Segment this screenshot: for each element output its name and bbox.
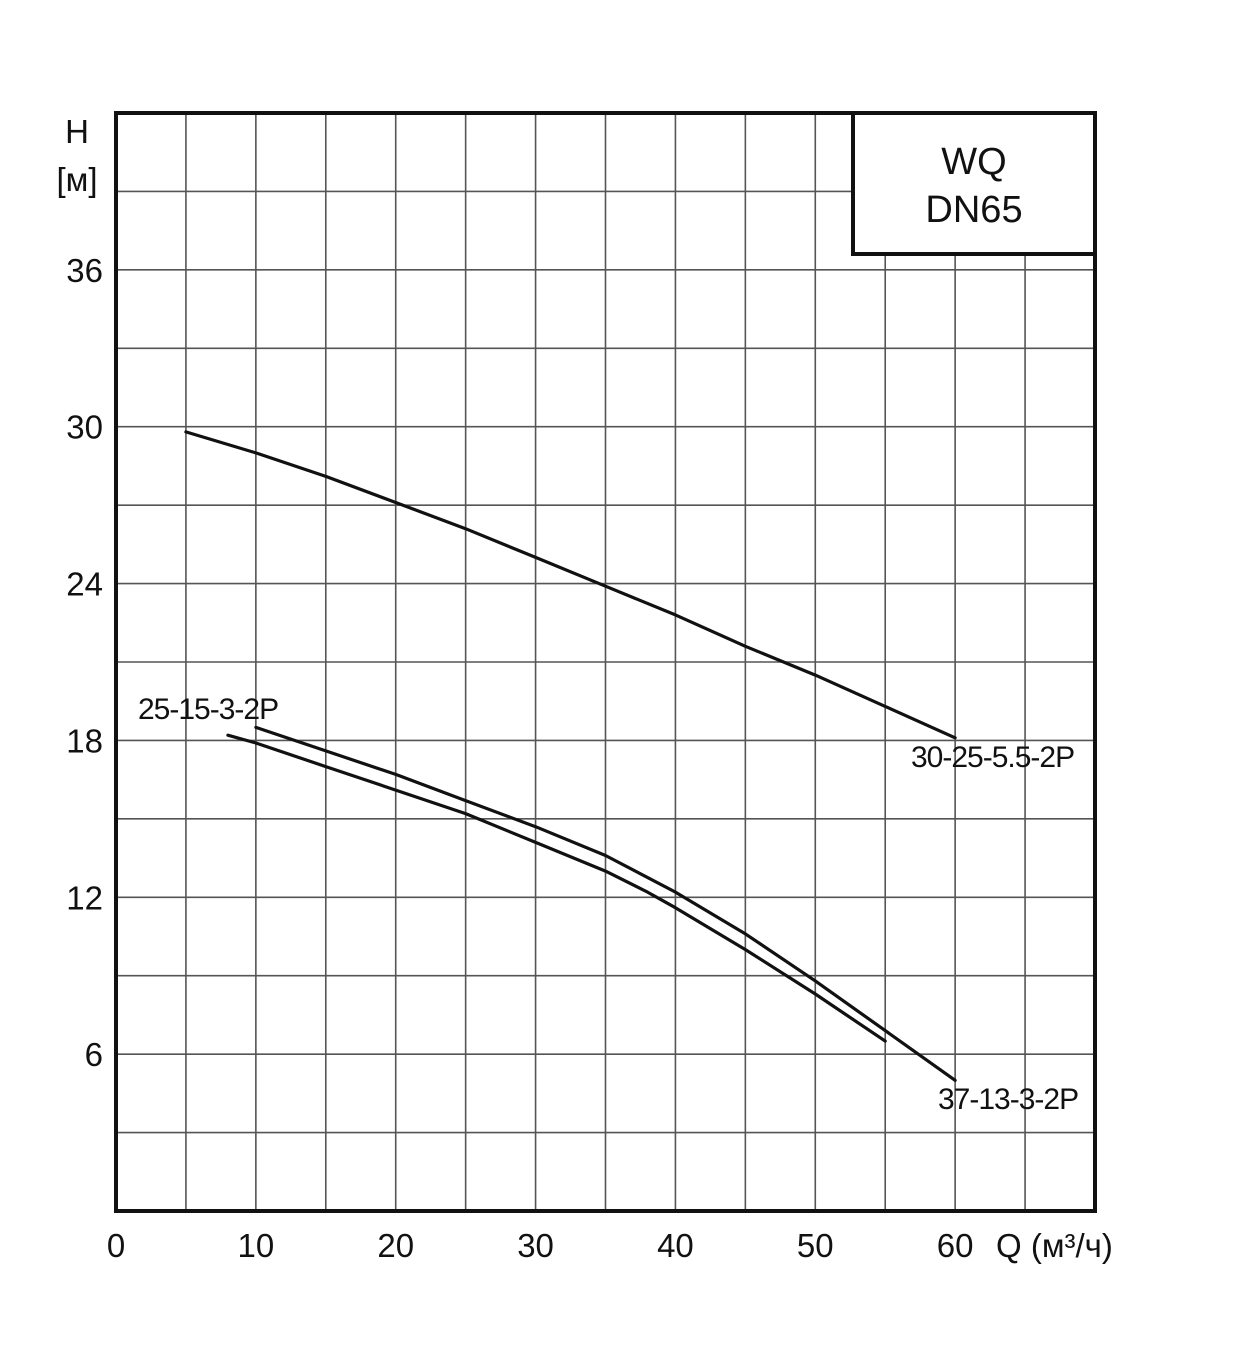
x-tick-label: 0	[107, 1227, 125, 1264]
y-axis-unit: [м]	[56, 161, 97, 198]
y-tick-label: 12	[66, 879, 103, 916]
grid	[116, 113, 1095, 1211]
plot-frame	[114, 111, 1097, 1213]
y-tick-label: 36	[66, 252, 103, 289]
curves	[184, 430, 957, 1082]
x-tick-label: 40	[657, 1227, 694, 1264]
series-line-30-25-5-5-2p	[184, 430, 957, 740]
title-box: WQ DN65	[851, 111, 1097, 256]
x-tick-label: 20	[377, 1227, 414, 1264]
y-axis-label: H	[65, 113, 89, 150]
title-box-frame	[851, 111, 1097, 256]
series-label-37-13-3-2p: 37-13-3-2P	[938, 1083, 1078, 1116]
x-tick-label: 60	[937, 1227, 974, 1264]
x-tick-label: 30	[517, 1227, 554, 1264]
y-tick-label: 30	[66, 409, 103, 446]
x-tick-label: 50	[797, 1227, 834, 1264]
y-tick-label: 24	[66, 566, 103, 603]
chart-title-line-2: DN65	[925, 189, 1022, 231]
y-tick-labels: 6 12 18 24 30 36	[66, 252, 103, 1073]
x-tick-label: 10	[237, 1227, 274, 1264]
series-label-25-15-3-2p: 25-15-3-2P	[138, 693, 278, 726]
y-tick-label: 6	[85, 1036, 103, 1073]
x-tick-labels: 0 10 20 30 40 50 60	[107, 1227, 974, 1264]
series-label-30-25-5-5-2p: 30-25-5.5-2P	[911, 741, 1074, 774]
y-tick-label: 18	[66, 722, 103, 759]
x-axis-label: Q (м³/ч)	[996, 1227, 1113, 1264]
series-line-25-15-3-2p	[226, 733, 887, 1043]
series-line-37-13-3-2p	[254, 725, 957, 1082]
chart-title-line-1: WQ	[941, 141, 1006, 183]
